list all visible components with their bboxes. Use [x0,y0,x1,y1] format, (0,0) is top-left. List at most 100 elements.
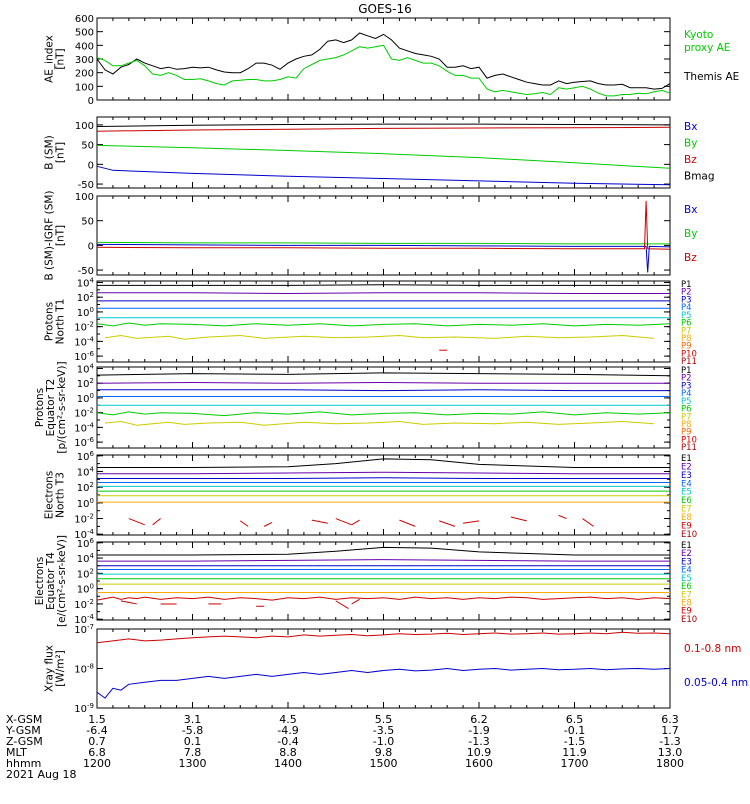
x-axis-value: 11.9 [562,746,587,759]
y-tick-label: 50 [81,217,94,228]
legend-entry: P2 [681,374,692,384]
series-line-bz [96,200,671,250]
series-line-themis-ae [96,32,671,90]
legend-entry: E9 [681,521,692,531]
y-tick-label: 106 [77,450,95,463]
series-line-p6 [96,322,671,327]
x-axis-value: 1300 [179,757,207,770]
x-axis-value: 8.8 [279,746,297,759]
y-axis-label: [nT] [55,142,67,163]
legend-entry: E7 [681,590,692,600]
x-axis-value: 1400 [274,757,302,770]
series-segment [510,516,527,522]
y-tick-label: 10-2 [74,407,94,420]
legend-entry: P11 [681,443,697,453]
series-line-bz [96,126,671,132]
y-tick-label: 104 [77,465,95,478]
y-tick-label: 102 [77,377,94,390]
series-line-p7 [104,334,655,340]
legend-entry: P10 [681,435,697,445]
legend-entry: P6 [681,319,692,329]
y-tick-label: 10-4 [74,421,94,434]
legend-entry: Themis AE [683,71,739,83]
y-tick-label: -50 [78,180,94,191]
series-segment [311,519,328,524]
series-segment [439,520,456,527]
legend-entry: P1 [681,280,692,290]
series-line-p2 [97,292,670,295]
series-line-p6 [96,411,671,417]
y-tick-label: 500 [75,28,94,39]
chart-title: GOES-16 [358,2,412,16]
y-tick-label: 104 [77,552,95,565]
x-axis-value: 1800 [656,757,684,770]
y-axis-label: Equator T4 [45,552,57,610]
panel-frame [96,541,671,621]
y-tick-label: 10-6 [74,350,94,363]
legend-entry: P11 [681,357,697,367]
legend-entry: E2 [681,549,692,559]
legend-entry: E3 [681,471,692,481]
legend-entry: By [684,228,697,240]
y-tick-label: 50 [81,141,94,152]
y-tick-label: 10-2 [74,513,94,526]
y-axis-label: Protons [34,388,46,427]
x-axis-value: 1500 [370,757,398,770]
x-axis-value: 10.9 [467,746,492,759]
series-segment [558,514,567,519]
series-line-0-05-0-4-nm [96,667,671,699]
x-axis-value: -1.9 [468,724,489,737]
series-segment [128,518,145,526]
series-segment [351,598,360,605]
y-tick-label: 10-8 [74,663,94,676]
x-axis-value: 0.7 [88,735,106,748]
series-segment [263,522,273,527]
x-axis-value: 1.7 [661,724,679,737]
y-tick-label: 100 [75,121,94,132]
legend-entry: E4 [681,566,692,576]
x-axis-value: 7.8 [184,746,202,759]
legend-entry: P8 [681,420,692,430]
series-segment [351,519,360,526]
y-axis-label: Protons [44,302,56,341]
legend-entry: E2 [681,462,692,472]
y-tick-label: 400 [75,41,94,52]
x-axis-value: 5.5 [375,713,393,726]
x-axis-row-label: hhmm [6,757,41,770]
legend-entry: P3 [681,295,692,305]
y-tick-label: 100 [75,192,94,203]
y-axis-label: Xray flux [44,645,56,692]
series-segment [399,519,416,527]
series-line-e1 [97,546,670,556]
legend-entry: P10 [681,349,697,359]
y-axis-label: AE_index [44,35,56,83]
legend-entry: E3 [681,557,692,567]
x-axis-value: -1.3 [468,735,489,748]
series-segment [463,520,480,524]
y-tick-label: 300 [75,55,94,66]
y-tick-label: 0 [88,241,94,252]
panel-4: 104 102 100 10-210-4 10-6 Protons North T1 P1P2… [44,276,697,367]
series-segment [120,600,137,605]
series-line-kyoto-proxy-ae [96,44,671,97]
x-axis-value: 3.1 [184,713,202,726]
y-tick-label: 102 [77,291,94,304]
series-segment [335,600,349,609]
y-tick-label: 10-6 [74,436,94,449]
series-line-e2 [97,559,670,562]
y-axis-label: North T1 [55,299,67,345]
y-tick-label: 100 [75,82,94,93]
y-axis-label: B (SM) [44,135,56,169]
y-tick-label: 100 [77,497,94,510]
panel-frame [96,195,671,276]
series-line-bx [96,243,671,273]
panel-2: -50 0 50 100 B (SM) [nT] Bx By Bz Bmag [44,116,715,191]
legend-entry: P7 [681,326,692,336]
legend-entry: P2 [681,288,692,298]
x-axis-value: -4.9 [277,724,298,737]
panel-1: 0 100 200 300 400 500 600 AE_index [nT] Kyotoprox… [44,14,740,107]
legend-entry: E10 [681,530,697,540]
